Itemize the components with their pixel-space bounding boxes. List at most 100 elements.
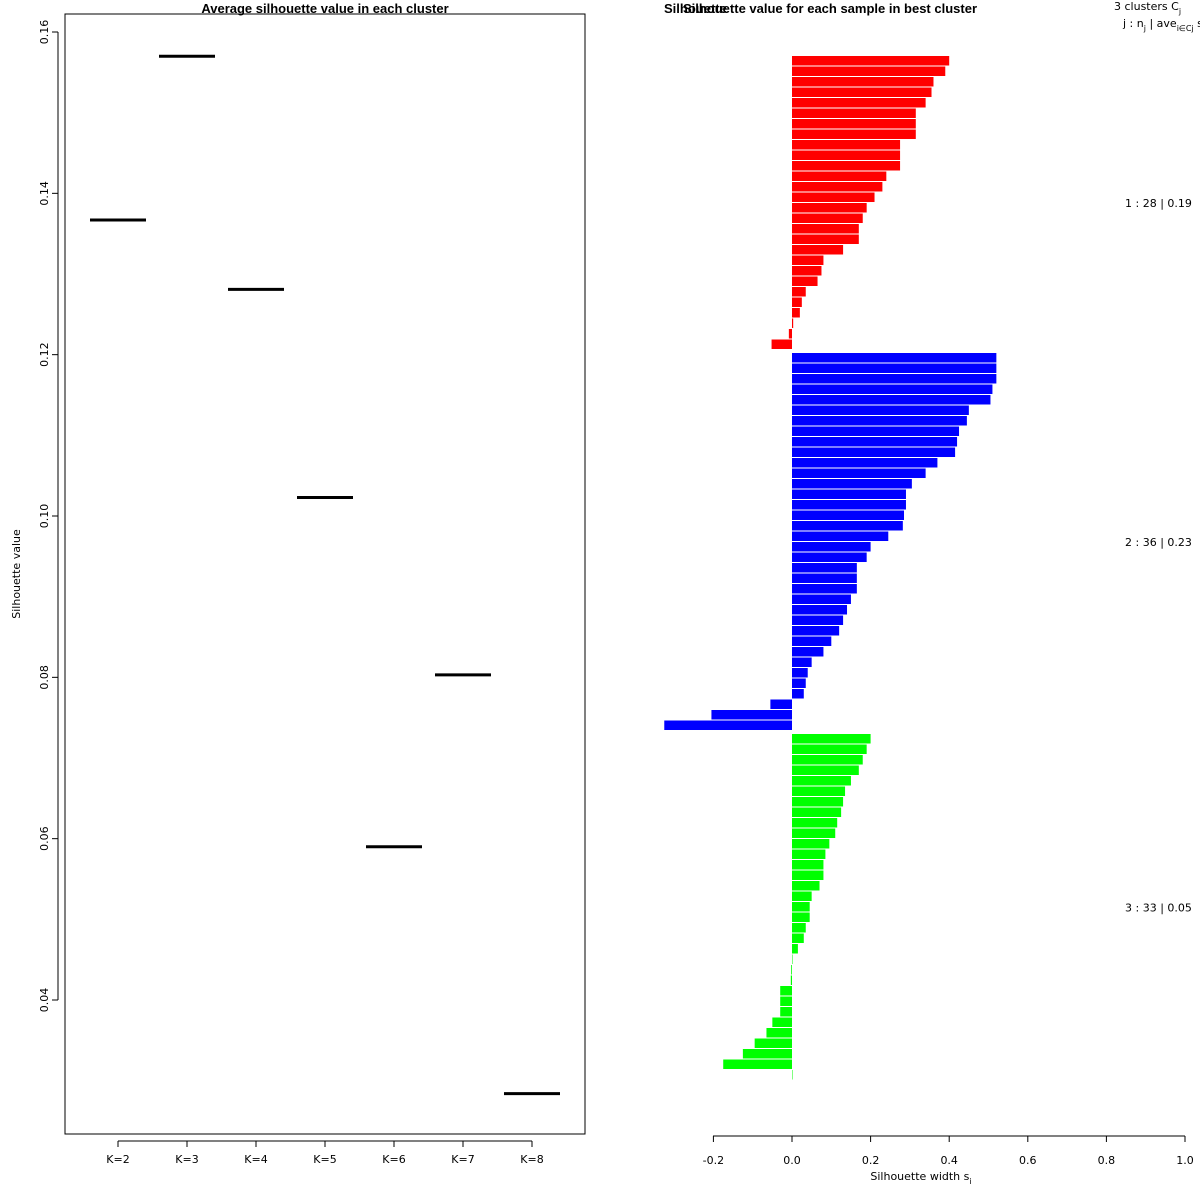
silhouette-bar <box>772 1017 792 1027</box>
left-y-ticks: 0.04 0.06 0.08 0.10 0.12 0.14 0.16 <box>38 20 58 1013</box>
silhouette-bar <box>711 710 792 720</box>
silhouette-bar <box>792 108 916 118</box>
silhouette-bar <box>792 395 991 405</box>
right-x-tick-label: 0.2 <box>862 1154 880 1167</box>
silhouette-bar <box>792 797 844 807</box>
silhouette-bar <box>792 384 993 394</box>
silhouette-bar <box>792 786 846 796</box>
left-x-tick-label: K=6 <box>382 1153 405 1166</box>
silhouette-bar <box>792 318 794 328</box>
silhouette-bar <box>792 161 901 171</box>
left-y-axis-label: Silhouette value <box>10 529 23 619</box>
left-x-ticks: K=2 K=3 K=4 K=5 K=6 K=7 K=8 <box>106 1141 544 1166</box>
silhouette-bar <box>792 203 867 213</box>
silhouette-bar <box>792 902 810 912</box>
silhouette-bar <box>792 636 832 646</box>
left-y-tick-label: 0.06 <box>38 826 51 851</box>
left-x-tick-label: K=2 <box>106 1153 129 1166</box>
silhouette-bar <box>792 510 905 520</box>
silhouette-bar <box>792 363 997 373</box>
silhouette-bar <box>792 584 857 594</box>
silhouette-bar <box>780 986 792 996</box>
left-x-tick-label: K=4 <box>244 1153 267 1166</box>
silhouette-bar <box>792 891 812 901</box>
silhouette-bar <box>792 374 997 384</box>
silhouette-bar <box>792 923 806 933</box>
silhouette-bar <box>792 489 906 499</box>
silhouette-bar <box>792 626 840 636</box>
left-x-tick-label: K=3 <box>175 1153 198 1166</box>
silhouette-bar <box>792 276 818 286</box>
silhouette-bar <box>792 1070 793 1080</box>
right-chart-title: Silhouette value for each sample in best… <box>683 1 977 16</box>
left-y-tick-label: 0.08 <box>38 665 51 690</box>
right-x-tick-label: 0.6 <box>1019 1154 1037 1167</box>
silhouette-bar <box>792 98 926 108</box>
left-y-tick-label: 0.14 <box>38 181 51 206</box>
left-x-tick-label: K=5 <box>313 1153 336 1166</box>
right-x-axis-label: Silhouette width si <box>870 1170 971 1186</box>
silhouette-bar <box>792 245 844 255</box>
silhouette-bar <box>792 755 863 765</box>
clusters-header-line1: 3 clusters Cj <box>1114 0 1181 16</box>
silhouette-bar <box>792 776 851 786</box>
silhouette-bar <box>792 405 969 415</box>
left-y-tick-label: 0.04 <box>38 988 51 1013</box>
silhouette-bar <box>792 839 830 849</box>
silhouette-bar <box>792 213 863 223</box>
silhouette-bar <box>766 1028 792 1038</box>
cluster-label: 3 : 33 | 0.05 <box>1125 901 1192 914</box>
silhouette-bar <box>792 944 798 954</box>
silhouette-bar <box>792 521 903 531</box>
right-x-tick-label: 0.4 <box>940 1154 958 1167</box>
silhouette-bar <box>792 458 938 468</box>
left-panel: Average silhouette value in each cluster… <box>10 1 586 1166</box>
silhouette-bar <box>792 87 932 97</box>
silhouette-bar <box>792 881 820 891</box>
right-chart-title-overlap: Silhouette <box>664 1 727 16</box>
left-x-tick-label: K=7 <box>451 1153 474 1166</box>
silhouette-bar <box>792 668 808 678</box>
right-x-tick-label: 0.0 <box>783 1154 801 1167</box>
right-x-ticks: -0.2 0.0 0.2 0.4 0.6 0.8 1.0 <box>703 1136 1194 1167</box>
right-x-tick-label: -0.2 <box>703 1154 724 1167</box>
silhouette-bar <box>754 1038 792 1048</box>
left-chart-title: Average silhouette value in each cluster <box>201 1 448 16</box>
silhouette-bar <box>792 828 836 838</box>
silhouette-bar <box>792 500 906 510</box>
right-panel: Silhouette Silhouette value for each sam… <box>664 0 1200 1186</box>
silhouette-bar <box>792 870 824 880</box>
cluster-label: 2 : 36 | 0.23 <box>1125 536 1192 549</box>
silhouette-bar <box>792 912 810 922</box>
silhouette-bar <box>792 954 793 964</box>
silhouette-bar <box>792 353 997 363</box>
silhouette-bar <box>792 416 967 426</box>
silhouette-bar <box>792 933 804 943</box>
silhouette-bar <box>792 468 926 478</box>
left-y-tick-label: 0.10 <box>38 504 51 529</box>
silhouette-bar <box>792 552 867 562</box>
silhouette-bar <box>792 308 800 318</box>
silhouette-bar <box>792 255 824 265</box>
silhouette-bar <box>792 563 857 573</box>
silhouette-bar <box>792 605 848 615</box>
silhouette-bar <box>792 849 826 859</box>
silhouette-bar <box>792 129 916 139</box>
silhouette-bar <box>792 744 867 754</box>
silhouette-bar <box>792 647 824 657</box>
silhouette-bar <box>792 140 901 150</box>
left-y-tick-label: 0.16 <box>38 20 51 45</box>
silhouette-bar <box>792 437 958 447</box>
silhouette-bar <box>792 182 883 192</box>
right-x-tick-label: 0.8 <box>1098 1154 1116 1167</box>
silhouette-bar <box>792 234 859 244</box>
silhouette-bar <box>792 426 960 436</box>
silhouette-bar <box>792 765 859 775</box>
silhouette-bar <box>780 996 792 1006</box>
silhouette-bar <box>792 678 806 688</box>
silhouette-bar <box>792 66 946 76</box>
silhouette-bar <box>780 1007 792 1017</box>
silhouette-bar <box>792 287 806 297</box>
